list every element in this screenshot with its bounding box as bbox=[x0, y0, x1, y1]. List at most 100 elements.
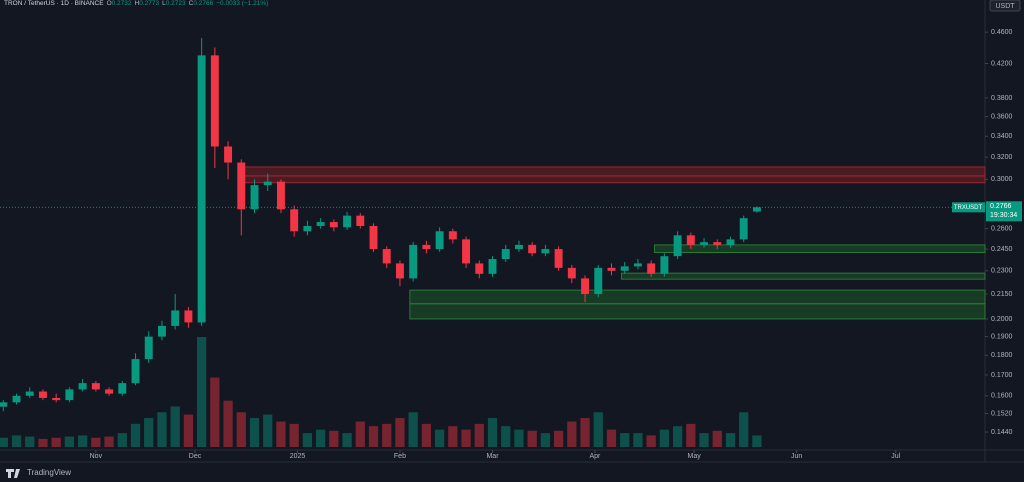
volume-bar bbox=[382, 423, 392, 447]
volume-bar bbox=[289, 423, 299, 447]
candle-body bbox=[105, 389, 114, 394]
volume-bar bbox=[236, 412, 246, 447]
volume-bar bbox=[672, 426, 683, 447]
volume-bar bbox=[11, 435, 22, 447]
y-tick-label: 0.1440 bbox=[991, 429, 1013, 436]
candle-body bbox=[210, 55, 219, 147]
candle-body bbox=[395, 263, 404, 279]
y-tick-label: 0.3200 bbox=[991, 154, 1013, 161]
y-tick-label: 0.2600 bbox=[991, 225, 1013, 232]
candle-body bbox=[290, 209, 299, 232]
volume-bar bbox=[461, 429, 471, 447]
candle-body bbox=[303, 225, 312, 232]
candle-body bbox=[726, 239, 735, 245]
candle-body bbox=[514, 244, 523, 250]
header-value: 0.2723 bbox=[166, 0, 186, 7]
candle-body bbox=[462, 239, 471, 264]
candle-body bbox=[78, 383, 87, 390]
zone bbox=[240, 166, 986, 177]
candle-body bbox=[369, 225, 378, 250]
candle-body bbox=[594, 267, 603, 295]
candle-body bbox=[528, 244, 537, 254]
y-tick-label: 0.3000 bbox=[991, 176, 1013, 183]
volume-bar bbox=[104, 436, 114, 447]
y-tick-label: 0.2150 bbox=[991, 291, 1013, 298]
candle-body bbox=[647, 263, 656, 274]
candle-body bbox=[422, 244, 431, 250]
y-tick-label: 0.4200 bbox=[991, 60, 1013, 67]
volume-bar bbox=[144, 418, 154, 447]
volume-bar bbox=[593, 412, 603, 447]
candle-body bbox=[118, 383, 127, 394]
candle-body bbox=[131, 359, 140, 384]
y-tick-label: 0.2450 bbox=[991, 246, 1013, 253]
header: TRON / TetherUS · 1D · BINANCE O0.2732 H0.… bbox=[4, 0, 268, 7]
volume-bar bbox=[752, 435, 762, 447]
footer bbox=[0, 462, 1024, 482]
volume-bar bbox=[170, 406, 180, 447]
zone bbox=[240, 175, 986, 184]
candle-body bbox=[25, 391, 34, 396]
candle-body bbox=[356, 215, 365, 226]
header-letter: L bbox=[162, 0, 166, 7]
volume-bar bbox=[606, 429, 617, 447]
candle-body bbox=[52, 397, 61, 401]
volume-bar bbox=[25, 436, 35, 447]
volume-bar bbox=[501, 426, 511, 447]
volume-bar bbox=[315, 429, 326, 447]
candle-body bbox=[91, 383, 100, 390]
x-tick-label: Mar bbox=[486, 453, 499, 460]
volume-bar bbox=[712, 430, 722, 447]
volume-bar bbox=[514, 429, 524, 447]
x-tick-label: Jul bbox=[891, 453, 900, 460]
y-tick-label: 0.1800 bbox=[991, 352, 1013, 359]
volume-bar bbox=[474, 423, 484, 447]
volume-bar bbox=[699, 433, 709, 447]
header-letter: H bbox=[135, 0, 140, 7]
candle-body bbox=[409, 244, 418, 279]
y-tick-label: 0.1900 bbox=[991, 333, 1013, 340]
candle-body bbox=[739, 218, 748, 240]
candle-body bbox=[554, 249, 563, 268]
currency-box[interactable] bbox=[989, 0, 1021, 12]
candle-body bbox=[633, 263, 642, 267]
x-tick-label: Dec bbox=[189, 453, 202, 460]
volume-bar bbox=[448, 426, 458, 447]
volume-bar bbox=[38, 438, 48, 447]
candle-body bbox=[607, 267, 616, 271]
header-symbol: TRON / TetherUS · 1D · BINANCE bbox=[4, 0, 104, 7]
volume-bar bbox=[646, 435, 656, 447]
candle-body bbox=[144, 336, 153, 360]
candle-body bbox=[700, 242, 709, 245]
candle-body bbox=[171, 310, 180, 326]
header-change: −0.0033 (−1.21%) bbox=[216, 0, 268, 7]
candle-body bbox=[237, 162, 246, 210]
y-tick-label: 0.4600 bbox=[991, 29, 1013, 36]
currency: USDT bbox=[995, 3, 1015, 10]
candle-body bbox=[276, 181, 285, 210]
volume-bar bbox=[0, 437, 8, 447]
candle-body bbox=[567, 267, 576, 279]
volume-bar bbox=[223, 400, 233, 447]
candle-body bbox=[448, 231, 457, 240]
y-tick-label: 0.2000 bbox=[991, 316, 1013, 323]
candle-body bbox=[0, 402, 8, 407]
volume-bar bbox=[51, 437, 61, 447]
x-tick-label: Feb bbox=[394, 453, 406, 460]
countdown: 19:30:34 bbox=[990, 212, 1017, 219]
volume-bar bbox=[249, 418, 260, 447]
brand-logo bbox=[6, 469, 20, 478]
candle-body bbox=[475, 263, 484, 274]
candle-body bbox=[686, 235, 695, 245]
zone bbox=[621, 272, 986, 280]
volume-bar bbox=[739, 412, 749, 447]
volume-bar bbox=[633, 433, 643, 447]
x-tick-label: Jun bbox=[791, 453, 802, 460]
volume-bar bbox=[567, 421, 577, 447]
candle-body bbox=[12, 395, 21, 403]
x-tick-label: 2025 bbox=[290, 453, 306, 460]
volume-bars bbox=[0, 337, 762, 447]
volume-bar bbox=[540, 433, 551, 447]
